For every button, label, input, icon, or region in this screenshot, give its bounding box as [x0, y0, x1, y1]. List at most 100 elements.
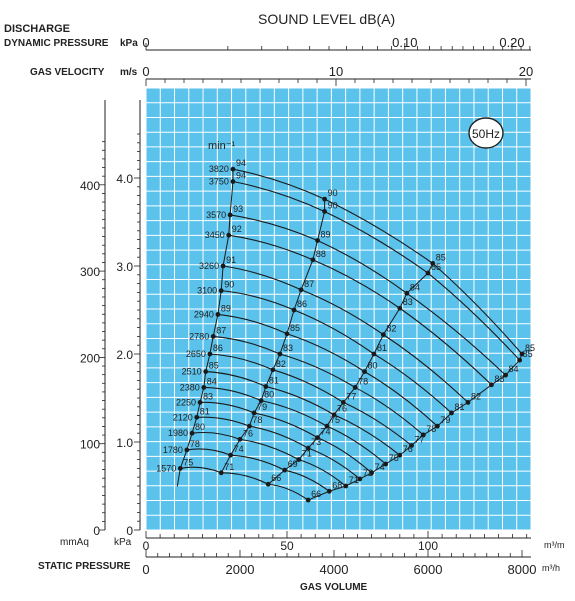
m3h-tick-label: 0	[142, 562, 149, 577]
sound-level-label: 72	[363, 468, 373, 478]
x-axes: 0 50 100 0 2000 4000 6000 8000	[142, 531, 536, 577]
m3h-tick-label: 2000	[226, 562, 255, 577]
speed-label: 3100	[197, 286, 217, 296]
sound-level-label: 93	[233, 204, 243, 214]
sound-level-title: SOUND LEVEL dB(A)	[258, 11, 395, 27]
sound-level-label: 71	[302, 449, 312, 459]
sound-level-label: 90	[224, 280, 234, 290]
sound-level-label: 83	[203, 391, 213, 401]
speed-label: 1780	[163, 445, 183, 455]
speed-curve-line	[191, 431, 347, 487]
speed-curves: 9490858538209490858537509389848435709288…	[156, 158, 535, 503]
speed-curve-line	[221, 290, 452, 414]
speed-label: 2380	[180, 382, 200, 392]
sound-level-label: 86	[213, 343, 223, 353]
sound-level-label: 76	[243, 428, 253, 438]
sound-level-label: 84	[207, 376, 217, 386]
sound-level-label: 90	[328, 200, 338, 210]
sound-level-label: 81	[377, 343, 387, 353]
sound-level-label: 87	[216, 325, 226, 335]
m3m-tick-label: 100	[418, 539, 438, 553]
sound-level-label: 79	[440, 415, 450, 425]
speed-label: 3750	[209, 177, 229, 187]
mmaq-tick-label: 200	[80, 351, 100, 365]
sound-level-label: 71	[349, 475, 359, 485]
sound-level-label: 75	[330, 415, 340, 425]
kpa-tick-label: 3.0	[116, 260, 133, 274]
sound-level-label: 71	[224, 462, 234, 472]
sound-level-label: 85	[525, 343, 535, 353]
sound-level-label: 84	[410, 282, 420, 292]
column-connect-line	[220, 199, 326, 474]
speed-label: 2940	[194, 309, 214, 319]
speed-label: 1570	[156, 463, 176, 473]
dynamic-pressure-label: DYNAMIC PRESSURE	[4, 38, 109, 49]
sound-level-label: 75	[183, 457, 193, 467]
sound-level-label: 78	[358, 376, 368, 386]
sound-level-label: 82	[386, 324, 396, 334]
speed-curve-line	[200, 401, 372, 474]
sound-level-label: 76	[337, 404, 347, 414]
y-unit-mmaq: mmAq	[60, 537, 89, 548]
sound-level-label: 88	[316, 249, 326, 259]
sound-level-label: 91	[226, 255, 236, 265]
speed-label: 2510	[182, 367, 202, 377]
grid	[145, 87, 532, 531]
sound-level-label: 80	[195, 422, 205, 432]
speed-label: 3570	[206, 210, 226, 220]
sound-level-label: 90	[328, 188, 338, 198]
sound-level-label: 85	[436, 252, 446, 262]
speed-curve-line	[232, 180, 521, 361]
m3h-tick-label: 4000	[320, 562, 349, 577]
gas-volume-label: GAS VOLUME	[300, 582, 368, 593]
sound-level-label: 89	[321, 229, 331, 239]
speed-unit-label: min⁻¹	[208, 140, 236, 152]
sound-level-label: 94	[236, 171, 246, 181]
column-connect-line	[267, 263, 434, 485]
sound-level-label: 85	[431, 262, 441, 272]
sound-level-label: 66	[311, 489, 321, 499]
m3h-tick-label: 8000	[508, 562, 537, 577]
velocity-tick-label: 20	[519, 64, 533, 79]
speed-label: 2780	[189, 331, 209, 341]
sound-level-label: 75	[389, 453, 399, 463]
column-connect-line	[307, 353, 523, 501]
sound-level-label: 85	[209, 361, 219, 371]
speed-curve-line	[180, 466, 309, 501]
m3m-tick-label: 50	[280, 539, 294, 553]
speed-line-extension	[176, 468, 181, 487]
column-connect-line	[179, 169, 234, 469]
sound-level-label: 80	[264, 390, 274, 400]
mmaq-tick-label: 100	[80, 438, 100, 452]
sound-level-label: 87	[304, 279, 314, 289]
speed-curve-line	[213, 335, 424, 436]
x-unit-m3m: m³/m	[544, 540, 565, 550]
speed-curve-line	[228, 234, 492, 386]
sound-level-label: 83	[283, 343, 293, 353]
mmaq-tick-label: 0	[93, 524, 100, 538]
sound-level-label: 80	[368, 361, 378, 371]
sound-level-label: 73	[311, 437, 321, 447]
speed-curve-line	[230, 214, 506, 376]
discharge-tick-label: 0	[142, 35, 149, 50]
speed-curve-line	[232, 168, 523, 355]
sound-level-label: 77	[346, 391, 356, 401]
gas-velocity-unit: m/s	[120, 67, 138, 78]
sound-level-label: 86	[297, 299, 307, 309]
sound-level-label: 78	[426, 424, 436, 434]
discharge-tick-label: 0.10	[392, 35, 417, 50]
velocity-tick-label: 0	[142, 64, 149, 79]
sound-level-label: 85	[523, 349, 533, 359]
speed-label: 3260	[199, 261, 219, 271]
discharge-label: DISCHARGE	[4, 23, 70, 35]
top-axes: 0 0.10 0.20 0 10 20	[142, 35, 533, 86]
kpa-tick-label: 2.0	[116, 348, 133, 362]
sound-level-label: 74	[234, 444, 244, 454]
sound-level-label: 81	[269, 376, 279, 386]
sound-level-label: 74	[321, 427, 331, 437]
sound-level-label: 84	[509, 364, 519, 374]
speed-label: 2650	[186, 349, 206, 359]
frequency-badge-ring	[468, 117, 504, 149]
sound-level-label: 89	[221, 303, 231, 313]
